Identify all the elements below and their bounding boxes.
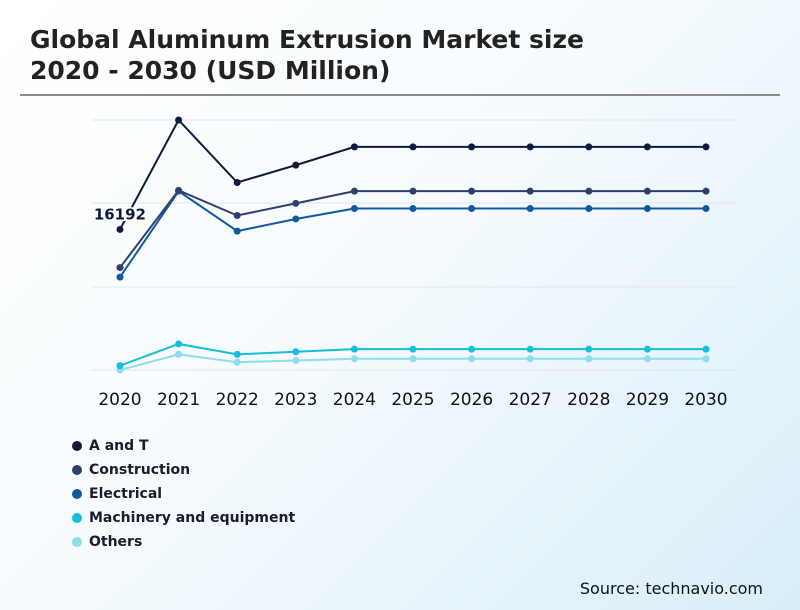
data-point-construction <box>292 199 300 207</box>
x-tick-label: 2023 <box>274 390 317 410</box>
data-point-a-and-t <box>526 143 534 151</box>
data-point-a-and-t <box>116 225 124 233</box>
data-point-machinery-and-equipment <box>292 348 300 356</box>
x-tick-label: 2021 <box>157 390 200 410</box>
data-point-construction <box>116 264 124 272</box>
data-point-construction <box>643 187 651 195</box>
x-tick-label: 2020 <box>98 390 141 410</box>
legend-item-a-and-t: A and T <box>72 434 295 458</box>
data-point-machinery-and-equipment <box>526 345 534 353</box>
legend-item-electrical: Electrical <box>72 482 295 506</box>
data-point-machinery-and-equipment <box>116 362 124 370</box>
data-point-electrical <box>350 205 358 213</box>
data-point-others <box>409 355 417 363</box>
data-point-electrical <box>585 205 593 213</box>
data-point-machinery-and-equipment <box>468 345 476 353</box>
chart-title: Global Aluminum Extrusion Market size 20… <box>30 24 730 86</box>
x-tick-label: 2027 <box>509 390 552 410</box>
data-label: 16192 <box>94 205 146 223</box>
legend-label: Electrical <box>89 486 163 502</box>
data-point-others <box>233 358 241 366</box>
data-point-others <box>585 355 593 363</box>
data-point-a-and-t <box>292 161 300 169</box>
data-point-others <box>526 355 534 363</box>
data-point-construction <box>526 187 534 195</box>
legend-label: A and T <box>89 438 149 454</box>
x-tick-label: 2029 <box>626 390 669 410</box>
legend-label: Others <box>89 534 143 550</box>
data-point-machinery-and-equipment <box>643 345 651 353</box>
data-point-others <box>350 355 358 363</box>
title-divider <box>20 94 780 96</box>
data-point-others <box>643 355 651 363</box>
title-line-1: Global Aluminum Extrusion Market size <box>30 25 584 54</box>
data-point-a-and-t <box>233 179 241 186</box>
data-point-others <box>702 355 710 363</box>
data-point-construction <box>409 187 417 195</box>
legend-label: Machinery and equipment <box>89 510 296 526</box>
data-point-electrical <box>468 205 476 213</box>
data-point-electrical <box>643 205 651 213</box>
x-tick-label: 2025 <box>391 390 434 410</box>
data-point-a-and-t <box>409 143 417 151</box>
data-point-machinery-and-equipment <box>175 340 183 348</box>
data-point-others <box>468 355 476 363</box>
data-point-electrical <box>233 227 241 235</box>
series-line-construction <box>119 189 706 269</box>
x-tick-label: 2022 <box>216 390 259 410</box>
x-tick-label: 2026 <box>450 390 493 410</box>
data-point-a-and-t <box>468 143 476 151</box>
data-point-machinery-and-equipment <box>350 345 358 353</box>
legend-marker <box>72 513 82 523</box>
legend-item-others: Others <box>72 530 295 554</box>
data-point-machinery-and-equipment <box>585 345 593 353</box>
series-line-electrical <box>119 189 706 278</box>
x-tick-label: 2024 <box>333 390 376 410</box>
data-point-machinery-and-equipment <box>702 345 710 353</box>
data-point-electrical <box>526 205 534 213</box>
source-note: Source: technavio.com <box>579 579 763 598</box>
data-point-construction <box>350 187 358 195</box>
title-line-2: 2020 - 2030 (USD Million) <box>30 56 391 85</box>
data-point-a-and-t <box>350 143 358 151</box>
data-point-a-and-t <box>702 143 710 151</box>
x-tick-label: 2028 <box>567 390 610 410</box>
data-point-electrical <box>702 205 710 213</box>
data-point-construction <box>468 187 476 195</box>
legend-item-construction: Construction <box>72 458 295 482</box>
data-point-construction <box>585 187 593 195</box>
data-point-others <box>292 356 300 364</box>
data-point-machinery-and-equipment <box>233 350 241 358</box>
data-point-construction <box>175 186 183 194</box>
legend-marker <box>72 537 82 547</box>
data-point-a-and-t <box>175 116 183 124</box>
data-point-construction <box>233 211 241 219</box>
data-point-machinery-and-equipment <box>409 345 417 353</box>
data-point-construction <box>702 187 710 195</box>
data-point-a-and-t <box>643 143 651 151</box>
legend-marker <box>72 489 82 499</box>
data-point-a-and-t <box>585 143 593 151</box>
legend-marker <box>72 441 82 451</box>
data-point-electrical <box>409 205 417 213</box>
legend-label: Construction <box>89 462 191 478</box>
series-line-a-and-t <box>119 118 706 230</box>
legend-item-machinery-and-equipment: Machinery and equipment <box>72 506 295 530</box>
data-point-electrical <box>292 215 300 223</box>
x-tick-label: 2030 <box>684 390 727 410</box>
legend: A and T Construction Electrical Machinery a… <box>72 434 295 554</box>
data-point-electrical <box>116 273 124 281</box>
data-point-others <box>175 350 183 358</box>
legend-marker <box>72 465 82 475</box>
